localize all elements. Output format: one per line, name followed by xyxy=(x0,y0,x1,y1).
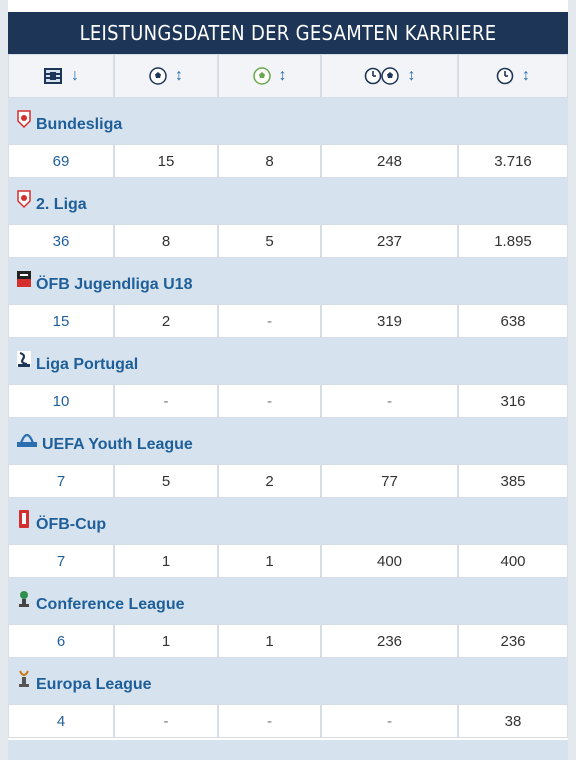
assists-cell: 1 xyxy=(218,624,321,658)
assists-cell: - xyxy=(218,304,321,338)
competition-group: Liga Portugal 10 - - - 316 xyxy=(8,338,568,418)
ofb-cup-logo-icon xyxy=(19,510,29,528)
sort-arrow-icon[interactable]: ↕ xyxy=(522,67,530,84)
appearances-link[interactable]: 7 xyxy=(8,464,114,498)
goals-cell: - xyxy=(114,384,218,418)
minutes-cell: 3.716 xyxy=(458,144,568,178)
sort-arrow-icon[interactable]: ↕ xyxy=(278,67,287,84)
competition-link[interactable]: Liga Portugal xyxy=(36,356,139,373)
assists-cell: - xyxy=(218,384,321,418)
competition-header: UEFA Youth League xyxy=(8,418,568,464)
assists-cell: - xyxy=(218,704,321,738)
competition-group: Bundesliga 69 15 8 248 3.716 xyxy=(8,98,568,178)
appearances-link[interactable]: 15 xyxy=(8,304,114,338)
competition-group: 2. Liga 36 8 5 237 1.895 xyxy=(8,178,568,258)
table-row: 7 1 1 400 400 xyxy=(8,544,568,578)
table-row: 10 - - - 316 xyxy=(8,384,568,418)
minutes-cell: 1.895 xyxy=(458,224,568,258)
header-minutes[interactable]: ↕ xyxy=(458,54,568,98)
goals-cell: 15 xyxy=(114,144,218,178)
minutes-cell: 638 xyxy=(458,304,568,338)
minutes-cell: 236 xyxy=(458,624,568,658)
table-row: 7 5 2 77 385 xyxy=(8,464,568,498)
assists-cell: 1 xyxy=(218,544,321,578)
goals-cell: 5 xyxy=(114,464,218,498)
table-row: 36 8 5 237 1.895 xyxy=(8,224,568,258)
goals-cell: 1 xyxy=(114,624,218,658)
minutes-per-goal-cell: - xyxy=(321,704,458,738)
competition-group: ÖFB-Cup 7 1 1 400 400 xyxy=(8,498,568,578)
goals-cell: 2 xyxy=(114,304,218,338)
table-header: ↓ ↕ ↕ ↕ xyxy=(8,54,568,98)
appearances-link[interactable]: 10 xyxy=(8,384,114,418)
goals-cell: - xyxy=(114,704,218,738)
competition-header: Liga Portugal xyxy=(8,338,568,384)
ball-icon xyxy=(149,67,167,85)
competition-link[interactable]: 2. Liga xyxy=(36,196,87,213)
2-liga-logo-icon xyxy=(17,190,31,209)
europa-league-logo-icon xyxy=(19,670,29,687)
competition-header: ÖFB-Cup xyxy=(8,498,568,544)
sort-arrow-down-icon[interactable]: ↓ xyxy=(71,67,79,84)
competition-link[interactable]: Europa League xyxy=(36,676,152,693)
competition-group: Conference League 6 1 1 236 236 xyxy=(8,578,568,658)
uefa-youth-league-logo-icon xyxy=(17,433,37,447)
clock-icon xyxy=(496,67,514,85)
minutes-per-goal-cell: - xyxy=(321,384,458,418)
lineup-icon xyxy=(44,68,62,84)
appearances-link[interactable]: 36 xyxy=(8,224,114,258)
competition-header: 2. Liga xyxy=(8,178,568,224)
minutes-per-goal-cell: 400 xyxy=(321,544,458,578)
sort-arrow-icon[interactable]: ↕ xyxy=(407,67,416,84)
competition-link[interactable]: ÖFB Jugendliga U18 xyxy=(36,276,193,293)
minutes-per-goal-cell: 236 xyxy=(321,624,458,658)
competition-link[interactable]: Conference League xyxy=(36,596,185,613)
minutes-cell: 385 xyxy=(458,464,568,498)
goals-cell: 8 xyxy=(114,224,218,258)
table-row: 69 15 8 248 3.716 xyxy=(8,144,568,178)
minutes-per-goal-cell: 248 xyxy=(321,144,458,178)
goals-cell: 1 xyxy=(114,544,218,578)
bundesliga-logo-icon xyxy=(17,110,31,129)
sort-arrow-icon[interactable]: ↕ xyxy=(175,67,183,84)
minutes-per-goal-cell: 237 xyxy=(321,224,458,258)
table-row: 4 - - - 38 xyxy=(8,704,568,738)
header-appearances[interactable]: ↓ xyxy=(8,54,114,98)
minutes-cell: 316 xyxy=(458,384,568,418)
header-minutes-per-goal[interactable]: ↕ xyxy=(321,54,458,98)
assists-cell: 2 xyxy=(218,464,321,498)
minutes-cell: 38 xyxy=(458,704,568,738)
clock-ball-icon xyxy=(364,67,399,85)
competition-link[interactable]: ÖFB-Cup xyxy=(36,516,107,533)
competition-header: Conference League xyxy=(8,578,568,624)
appearances-link[interactable]: 6 xyxy=(8,624,114,658)
minutes-per-goal-cell: 319 xyxy=(321,304,458,338)
competition-link[interactable]: Bundesliga xyxy=(36,116,123,133)
appearances-link[interactable]: 7 xyxy=(8,544,114,578)
competition-header: Europa League xyxy=(8,658,568,704)
competition-group: Europa League 4 - - - 38 xyxy=(8,658,568,738)
assists-cell: 8 xyxy=(218,144,321,178)
competition-group: ÖFB Jugendliga U18 15 2 - 319 638 xyxy=(8,258,568,338)
minutes-per-goal-cell: 77 xyxy=(321,464,458,498)
conference-league-logo-icon xyxy=(19,591,29,607)
competition-header-partial xyxy=(8,740,568,760)
assists-cell: 5 xyxy=(218,224,321,258)
competition-header: Bundesliga xyxy=(8,98,568,144)
competition-link[interactable]: UEFA Youth League xyxy=(42,436,193,453)
career-stats-card: LEISTUNGSDATEN DER GESAMTEN KARRIERE ↓ ↕ xyxy=(8,0,568,760)
table-row: 15 2 - 319 638 xyxy=(8,304,568,338)
competition-header: ÖFB Jugendliga U18 xyxy=(8,258,568,304)
liga-portugal-logo-icon xyxy=(17,351,31,367)
appearances-link[interactable]: 69 xyxy=(8,144,114,178)
card-title: LEISTUNGSDATEN DER GESAMTEN KARRIERE xyxy=(8,12,568,54)
jugendliga-logo-icon xyxy=(17,271,31,287)
header-goals[interactable]: ↕ xyxy=(114,54,218,98)
table-row: 6 1 1 236 236 xyxy=(8,624,568,658)
minutes-cell: 400 xyxy=(458,544,568,578)
competition-group: UEFA Youth League 7 5 2 77 385 xyxy=(8,418,568,498)
appearances-link[interactable]: 4 xyxy=(8,704,114,738)
header-assists[interactable]: ↕ xyxy=(218,54,321,98)
assist-ball-icon xyxy=(252,67,271,85)
